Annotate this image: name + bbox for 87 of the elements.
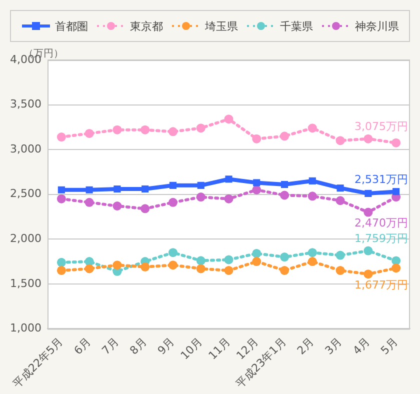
point	[336, 266, 345, 275]
point	[196, 192, 206, 202]
point	[142, 185, 149, 193]
point	[169, 182, 177, 189]
y-tick-label: 1,500	[10, 276, 42, 290]
point	[224, 266, 234, 275]
y-tick-label: 3,500	[10, 98, 42, 111]
x-tick-label: 5月	[378, 335, 400, 358]
point	[56, 132, 66, 142]
x-tick-label: 4月	[350, 335, 372, 358]
x-tick-label: 11月	[206, 335, 233, 362]
point	[364, 208, 373, 217]
legend-label: 埼玉県	[205, 18, 238, 34]
point	[140, 204, 150, 214]
point	[280, 252, 290, 262]
point	[58, 186, 65, 194]
point	[196, 256, 206, 266]
point	[280, 132, 290, 141]
y-tick-label: 2,500	[10, 187, 42, 200]
point	[392, 264, 401, 273]
point	[168, 127, 178, 136]
x-tick-label: 9月	[155, 335, 178, 358]
point	[308, 177, 316, 184]
y-tick-label: 1,000	[10, 322, 42, 335]
point	[56, 266, 66, 275]
point	[86, 186, 93, 194]
point	[252, 257, 262, 266]
annotation: 1,677万円	[354, 278, 408, 292]
legend-label: 千葉県	[280, 18, 313, 34]
point	[280, 266, 290, 275]
point	[392, 188, 400, 196]
point	[168, 260, 178, 270]
point	[140, 262, 150, 272]
x-tick-label: 8月	[127, 335, 150, 358]
x-tick-label: 10月	[178, 335, 206, 362]
point	[112, 260, 122, 270]
point	[252, 248, 262, 258]
point	[252, 185, 262, 194]
point	[336, 184, 344, 192]
x-tick-label: 平成22年5月	[10, 335, 66, 390]
point	[84, 198, 94, 207]
point	[252, 134, 262, 144]
point	[56, 258, 66, 267]
legend-label: 東京都	[130, 18, 163, 34]
point	[112, 202, 122, 210]
annotation: 1,759万円	[354, 232, 408, 246]
point	[280, 190, 290, 200]
point	[197, 182, 204, 189]
point	[364, 270, 373, 279]
point	[364, 246, 373, 256]
point	[114, 185, 121, 193]
y-tick-label: 3,000	[10, 142, 42, 156]
point	[140, 125, 150, 134]
point	[280, 180, 288, 188]
point	[336, 136, 345, 146]
point	[308, 248, 317, 258]
annotation: 3,075万円	[354, 120, 408, 134]
point	[392, 138, 401, 148]
x-tick-label: 7月	[99, 335, 122, 358]
x-tick-label: 6月	[72, 335, 94, 358]
y-tick-label: 2,000	[10, 232, 42, 245]
legend-label: 首都圏	[55, 18, 88, 34]
point	[308, 192, 317, 201]
point	[308, 257, 317, 266]
point	[56, 194, 66, 204]
point	[84, 264, 94, 274]
point	[336, 250, 345, 260]
x-tick-label: 2月	[294, 335, 317, 358]
point	[112, 125, 122, 134]
point	[168, 248, 178, 258]
point	[225, 176, 232, 183]
point	[84, 128, 94, 138]
point	[224, 194, 234, 204]
point	[364, 134, 373, 144]
x-tick-label: 3月	[322, 335, 344, 358]
point	[168, 198, 178, 207]
point	[196, 124, 206, 133]
point	[224, 114, 234, 124]
point	[196, 264, 206, 274]
annotation: 2,531万円	[354, 172, 408, 186]
point	[364, 190, 372, 197]
point	[308, 124, 317, 133]
point	[253, 179, 260, 186]
annotation: 2,470万円	[354, 216, 408, 230]
point	[224, 255, 234, 264]
legend-label: 神奈川県	[355, 18, 399, 34]
point	[336, 196, 345, 206]
